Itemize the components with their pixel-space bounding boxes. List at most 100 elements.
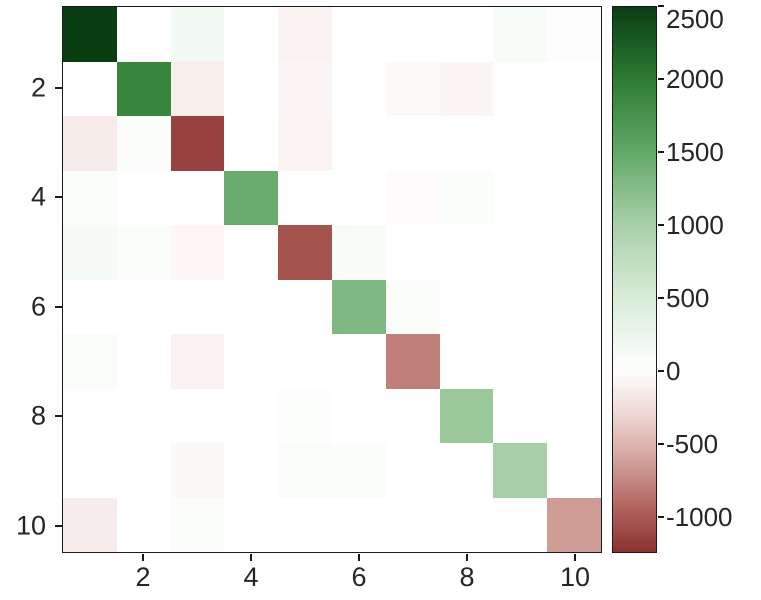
heatmap-cell bbox=[547, 225, 601, 280]
colorbar-labels: 2500 2000 1500 1000 500 0 -500 -1000 bbox=[666, 6, 758, 553]
colorbar-ticks bbox=[658, 5, 664, 553]
heatmap-cell bbox=[439, 443, 494, 498]
heatmap-cell bbox=[439, 334, 494, 389]
heatmap-cell bbox=[331, 61, 386, 116]
heatmap-cell bbox=[63, 116, 117, 171]
heatmap-cell bbox=[116, 388, 171, 443]
heatmap-cell bbox=[170, 497, 225, 552]
heatmap-cell bbox=[493, 279, 548, 334]
x-axis-tickmark bbox=[358, 554, 360, 561]
heatmap-cell bbox=[439, 279, 494, 334]
heatmap-cell bbox=[278, 497, 332, 552]
x-axis-tickmark bbox=[574, 554, 576, 561]
heatmap-cell bbox=[385, 334, 440, 389]
colorbar-tick-label: 2000 bbox=[666, 63, 724, 94]
heatmap-cell bbox=[493, 443, 548, 498]
heatmap-cell bbox=[331, 497, 386, 552]
heatmap-cell bbox=[170, 61, 225, 116]
y-axis-labels: 2 4 6 8 10 bbox=[0, 6, 54, 553]
y-axis-tick-label: 8 bbox=[30, 400, 46, 431]
heatmap-cell bbox=[170, 443, 225, 498]
heatmap-cell bbox=[547, 443, 601, 498]
heatmap-cell bbox=[547, 334, 601, 389]
heatmap-cell bbox=[116, 497, 171, 552]
heatmap-cell bbox=[493, 170, 548, 225]
heatmap-cell bbox=[385, 388, 440, 443]
colorbar-tickmark bbox=[658, 223, 664, 226]
heatmap-cell bbox=[63, 388, 117, 443]
heatmap-cell bbox=[547, 116, 601, 171]
heatmap-cell bbox=[63, 225, 117, 280]
heatmap-cell bbox=[170, 116, 225, 171]
colorbar-tickmark bbox=[658, 442, 664, 445]
heatmap-cell bbox=[493, 388, 548, 443]
x-axis-tickmark bbox=[142, 554, 144, 561]
x-axis-tick-label: 2 bbox=[135, 562, 151, 592]
heatmap-cell bbox=[547, 388, 601, 443]
heatmap-cell bbox=[278, 334, 332, 389]
heatmap-cell bbox=[547, 61, 601, 116]
heatmap-cell bbox=[63, 497, 117, 552]
heatmap-cell bbox=[331, 170, 386, 225]
y-axis-tick-label: 4 bbox=[30, 181, 46, 212]
colorbar-tickmark bbox=[658, 5, 664, 7]
heatmap-cell bbox=[63, 334, 117, 389]
colorbar-tick-label: -500 bbox=[666, 428, 719, 459]
x-axis-tick-label: 8 bbox=[459, 562, 475, 592]
heatmap-cell bbox=[278, 170, 332, 225]
heatmap-cell bbox=[224, 334, 279, 389]
heatmap-cell bbox=[116, 61, 171, 116]
x-axis-tick-label: 6 bbox=[351, 562, 367, 592]
heatmap-cell bbox=[385, 7, 440, 62]
y-axis-ticks bbox=[55, 6, 62, 553]
heatmap-cell bbox=[493, 334, 548, 389]
heatmap-cell bbox=[116, 279, 171, 334]
heatmap-cell bbox=[439, 225, 494, 280]
heatmap-cell bbox=[331, 388, 386, 443]
heatmap-cell bbox=[278, 388, 332, 443]
heatmap-cell bbox=[331, 279, 386, 334]
heatmap-cell bbox=[385, 279, 440, 334]
heatmap-cell bbox=[116, 7, 171, 62]
colorbar-tickmark bbox=[658, 515, 664, 518]
heatmap-cell bbox=[224, 170, 279, 225]
colorbar-tickmark bbox=[658, 150, 664, 153]
heatmap-cell bbox=[547, 279, 601, 334]
heatmap-cell bbox=[439, 61, 494, 116]
heatmap-cell bbox=[63, 170, 117, 225]
heatmap-cell bbox=[224, 225, 279, 280]
heatmap-cell bbox=[439, 170, 494, 225]
heatmap-cell bbox=[493, 7, 548, 62]
heatmap-cell bbox=[63, 443, 117, 498]
colorbar-tick-label: 500 bbox=[666, 282, 710, 313]
heatmap-cell bbox=[116, 443, 171, 498]
heatmap-cell bbox=[224, 443, 279, 498]
heatmap-cell bbox=[224, 388, 279, 443]
heatmap-cell bbox=[170, 388, 225, 443]
x-axis-labels: 2 4 6 8 10 bbox=[62, 560, 602, 598]
heatmap-cell bbox=[547, 7, 601, 62]
heatmap-cell bbox=[224, 7, 279, 62]
heatmap-cell bbox=[278, 7, 332, 62]
heatmap-cell bbox=[63, 7, 117, 62]
heatmap-cell bbox=[331, 334, 386, 389]
heatmap-cell bbox=[224, 497, 279, 552]
heatmap-cell bbox=[385, 225, 440, 280]
y-axis-tick-label: 6 bbox=[30, 291, 46, 322]
heatmap-cell bbox=[224, 279, 279, 334]
colorbar-tickmark bbox=[658, 369, 664, 372]
y-axis-tickmark bbox=[55, 87, 62, 90]
colorbar bbox=[612, 6, 657, 553]
colorbar-tickmark bbox=[658, 77, 664, 80]
heatmap-cell bbox=[439, 116, 494, 171]
heatmap-cell bbox=[170, 7, 225, 62]
heatmap-cell bbox=[385, 116, 440, 171]
heatmap-grid bbox=[63, 7, 601, 552]
heatmap-cell bbox=[278, 225, 332, 280]
colorbar-tickmark bbox=[658, 296, 664, 299]
heatmap-cell bbox=[331, 116, 386, 171]
heatmap-cell bbox=[493, 225, 548, 280]
colorbar-tick-label: -1000 bbox=[666, 501, 733, 532]
heatmap-cell bbox=[116, 225, 171, 280]
